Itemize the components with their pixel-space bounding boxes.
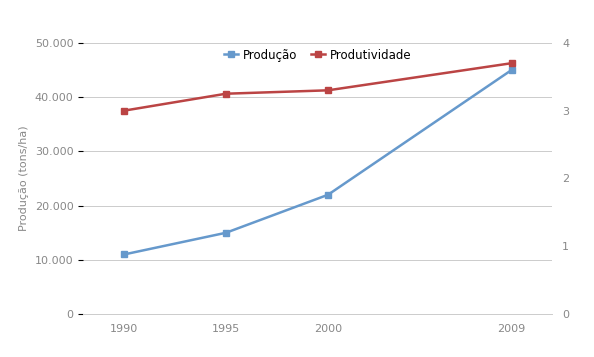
Produção (121, 252, 128, 257)
Produção (508, 68, 515, 72)
Y-axis label: Produção (tons/ha): Produção (tons/ha) (19, 126, 29, 231)
Produtividade (324, 88, 331, 92)
Legend: Produção, Produtividade: Produção, Produtividade (224, 49, 412, 62)
Produção (324, 193, 331, 197)
Produtividade (222, 91, 229, 96)
Line: Produção: Produção (121, 67, 514, 257)
Produção (222, 231, 229, 235)
Line: Produtividade: Produtividade (121, 60, 514, 114)
Produtividade (508, 61, 515, 65)
Produtividade (121, 109, 128, 113)
